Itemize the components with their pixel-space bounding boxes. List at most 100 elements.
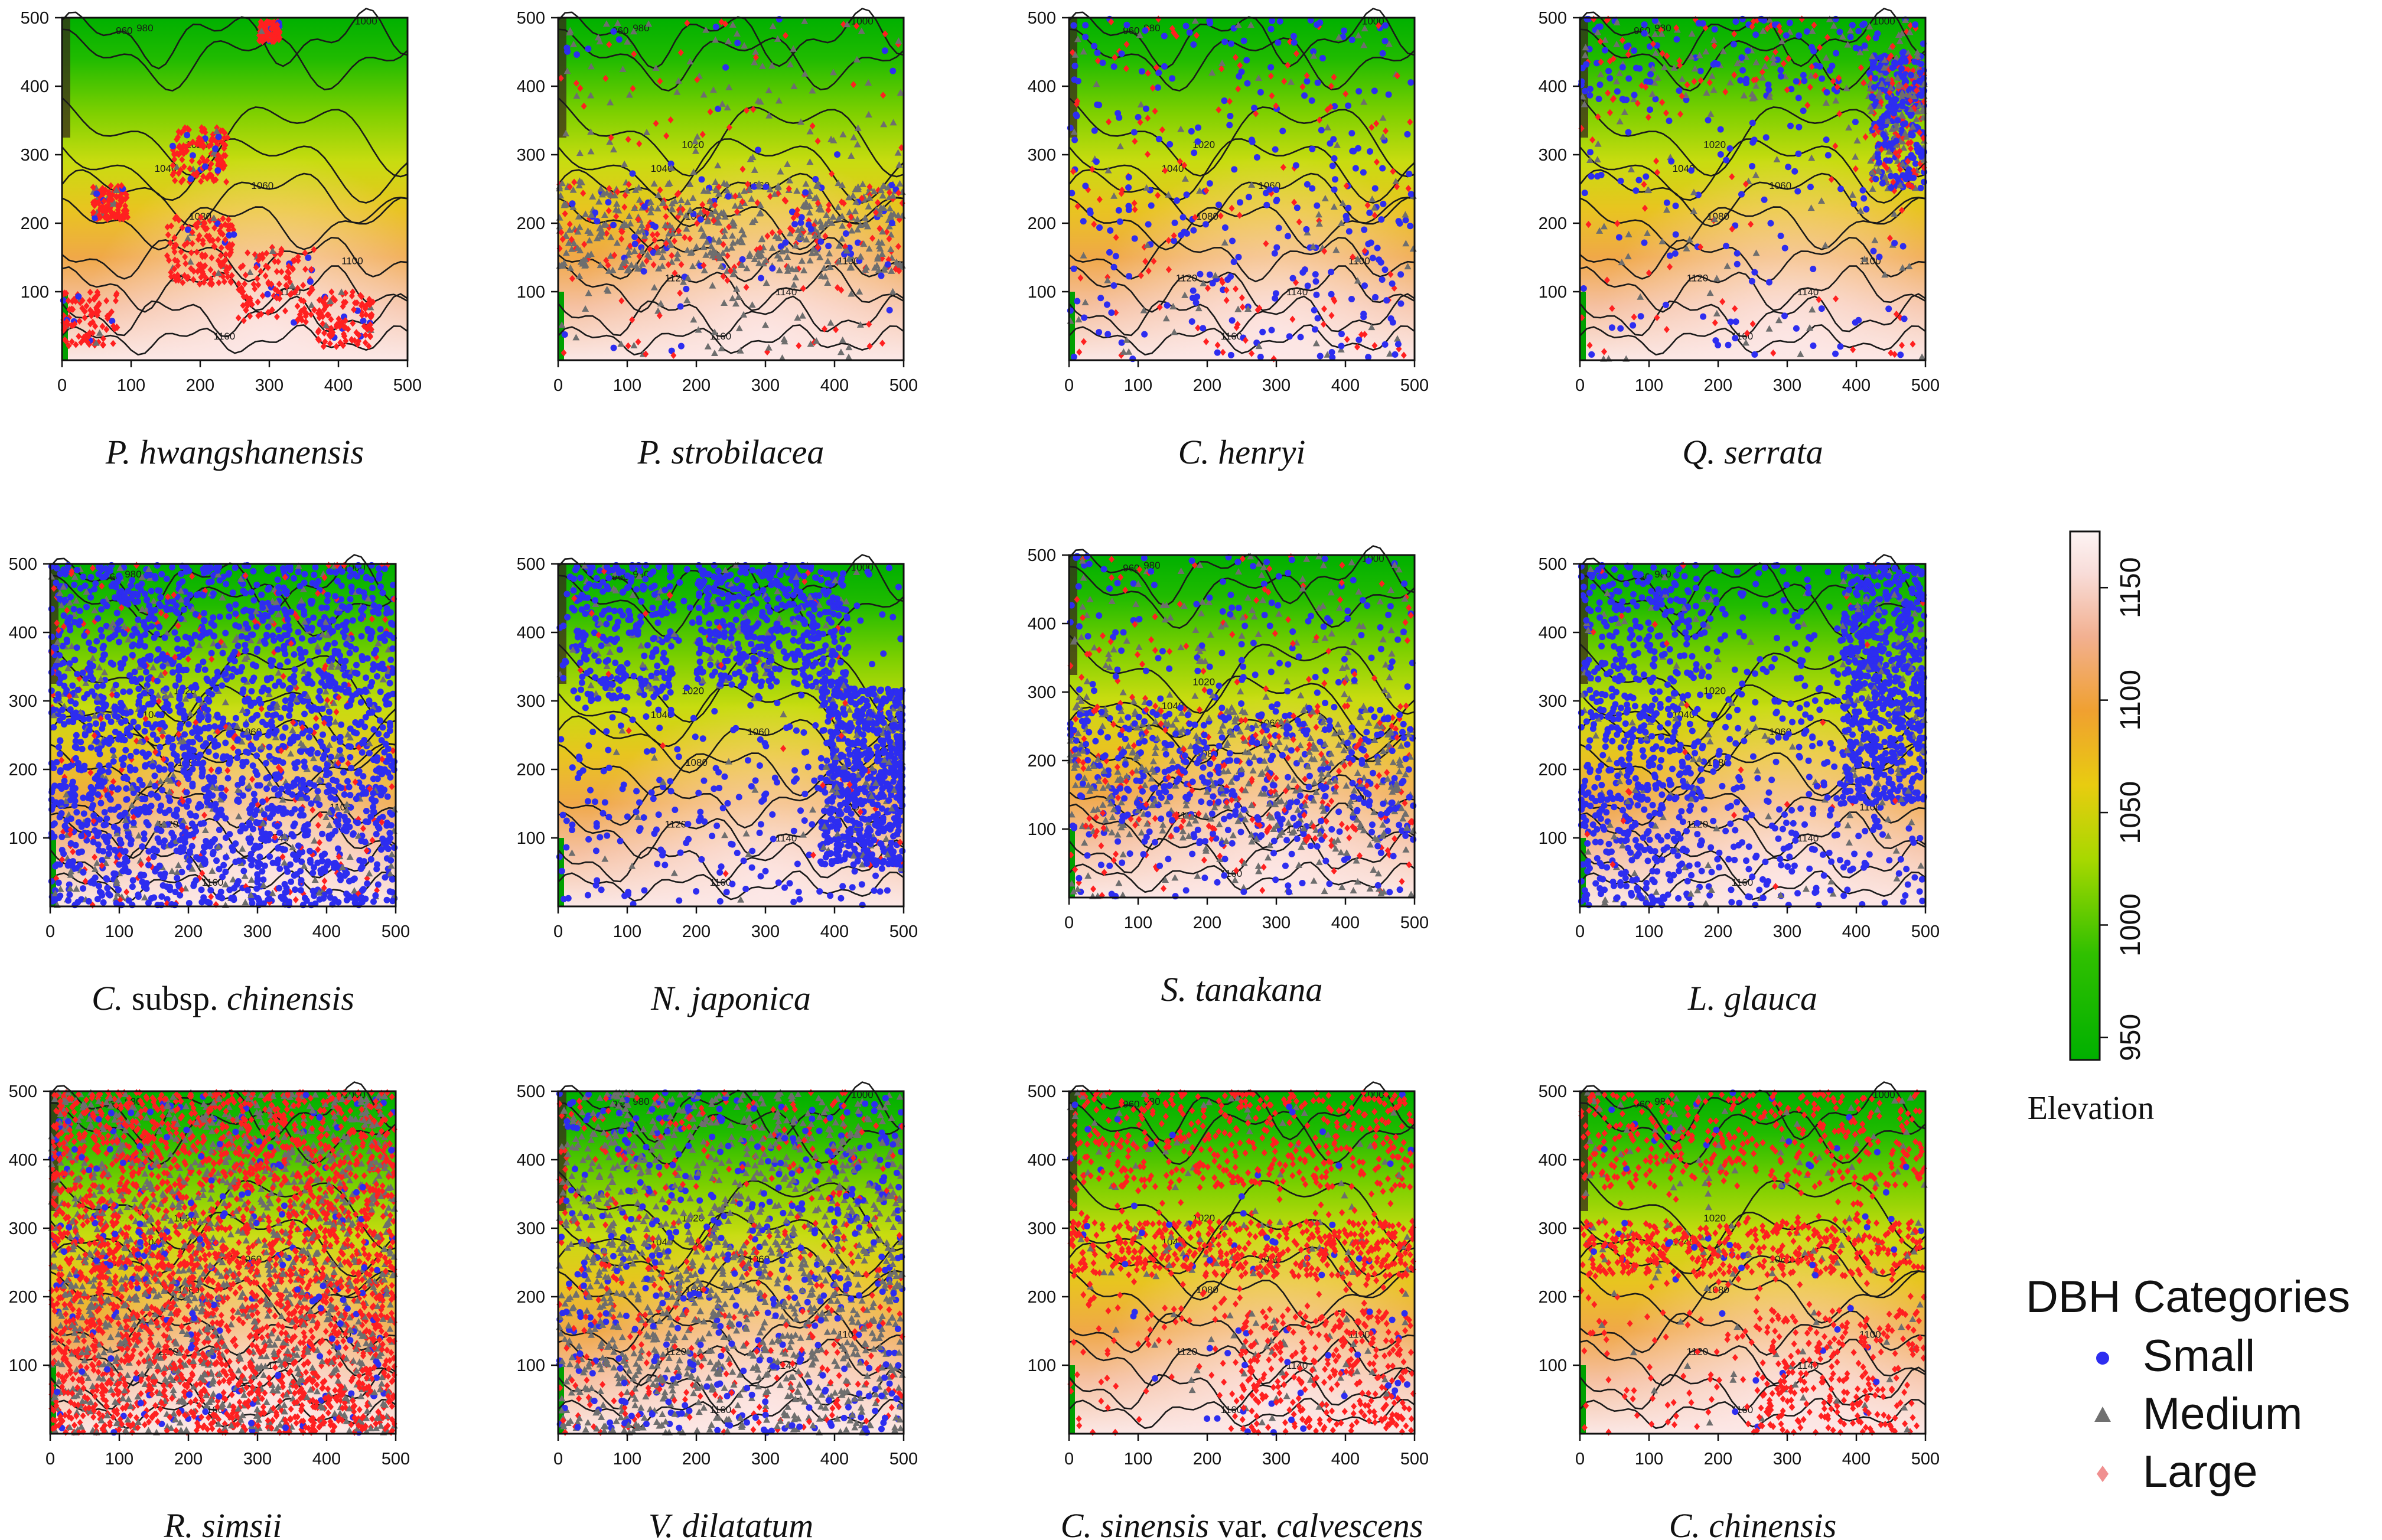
point-small [151, 635, 158, 641]
point-small [1641, 21, 1648, 28]
point-small [248, 862, 255, 868]
point-small [309, 870, 316, 876]
point-small [1673, 231, 1679, 238]
point-small [1833, 50, 1839, 57]
point-small [1392, 351, 1398, 358]
point-small [1298, 334, 1304, 340]
point-small [1145, 221, 1152, 228]
point-small [1379, 165, 1386, 172]
point-small [206, 749, 212, 755]
point-small [1338, 343, 1344, 350]
point-small [91, 586, 97, 592]
point-small [1267, 26, 1274, 32]
point-small [1125, 203, 1132, 210]
point-small [889, 220, 895, 226]
point-small [1778, 233, 1784, 239]
point-small [1229, 317, 1236, 324]
point-small [1596, 81, 1603, 88]
point-small [1197, 271, 1203, 278]
point-small [1859, 187, 1866, 194]
point-small [141, 836, 148, 842]
x-tick-label: 100 [613, 376, 641, 395]
point-small [235, 749, 242, 755]
point-small [1257, 354, 1264, 360]
point-small [1916, 78, 1922, 84]
point-small [1161, 63, 1168, 70]
point-small [214, 167, 221, 174]
point-small [1633, 65, 1640, 71]
x-tick-label: 400 [324, 376, 353, 395]
point-small [1378, 259, 1384, 266]
point-small [208, 620, 214, 627]
point-small [1332, 176, 1338, 182]
point-small [198, 773, 205, 779]
point-small [138, 873, 144, 879]
point-small [1800, 72, 1807, 79]
x-tick-label: 0 [1575, 376, 1585, 395]
point-small [817, 239, 824, 245]
point-small [1664, 200, 1670, 206]
point-small [195, 667, 201, 673]
point-small [1266, 187, 1273, 193]
point-small [254, 648, 260, 655]
point-small [376, 572, 383, 578]
point-small [1850, 201, 1857, 207]
point-small [1235, 254, 1241, 260]
point-small [641, 203, 648, 210]
point-small [1794, 188, 1801, 194]
point-small [1396, 220, 1403, 227]
point-small [1279, 128, 1286, 134]
point-small [1214, 350, 1221, 356]
point-small [261, 811, 268, 818]
point-small [885, 261, 891, 267]
point-small [369, 679, 375, 686]
point-small [305, 255, 311, 261]
point-small [169, 564, 175, 570]
point-small [1801, 77, 1807, 84]
point-small [1631, 47, 1637, 54]
point-small [258, 700, 264, 707]
point-small [1110, 282, 1117, 289]
point-small [1737, 77, 1744, 84]
point-small [1070, 22, 1077, 29]
point-small [1583, 61, 1589, 67]
point-small [226, 614, 232, 620]
point-small [1330, 162, 1336, 169]
point-small [163, 686, 170, 692]
point-small [295, 843, 302, 849]
point-small [142, 631, 148, 638]
y-tick-label: 500 [517, 9, 545, 28]
point-small [1116, 115, 1122, 121]
point-small [200, 658, 206, 665]
contour-label: 1160 [1221, 331, 1243, 342]
point-small [193, 828, 199, 834]
species-label: P. strobilacea [637, 433, 825, 471]
x-tick-label: 300 [255, 376, 284, 395]
point-small [216, 827, 223, 833]
point-small [373, 831, 380, 837]
point-small [739, 256, 746, 263]
point-small [1796, 32, 1802, 39]
point-small [1174, 197, 1180, 204]
point-small [217, 577, 223, 583]
point-small [1918, 61, 1924, 67]
point-small [1829, 63, 1835, 69]
x-tick-label: 400 [1842, 376, 1871, 395]
point-small [1749, 139, 1756, 146]
point-small [377, 583, 384, 590]
point-small [359, 633, 365, 640]
point-small [1892, 60, 1899, 67]
point-small [382, 874, 388, 880]
point-small [1855, 317, 1862, 324]
point-small [125, 601, 132, 608]
point-small [1343, 216, 1350, 223]
point-small [1131, 129, 1138, 135]
point-small [79, 822, 85, 828]
point-small [316, 801, 322, 808]
point-small [683, 286, 689, 292]
point-small [1796, 94, 1802, 101]
point-small [240, 588, 246, 594]
point-small [240, 677, 247, 683]
elevation-highlight [50, 564, 396, 906]
point-small [1331, 155, 1338, 162]
